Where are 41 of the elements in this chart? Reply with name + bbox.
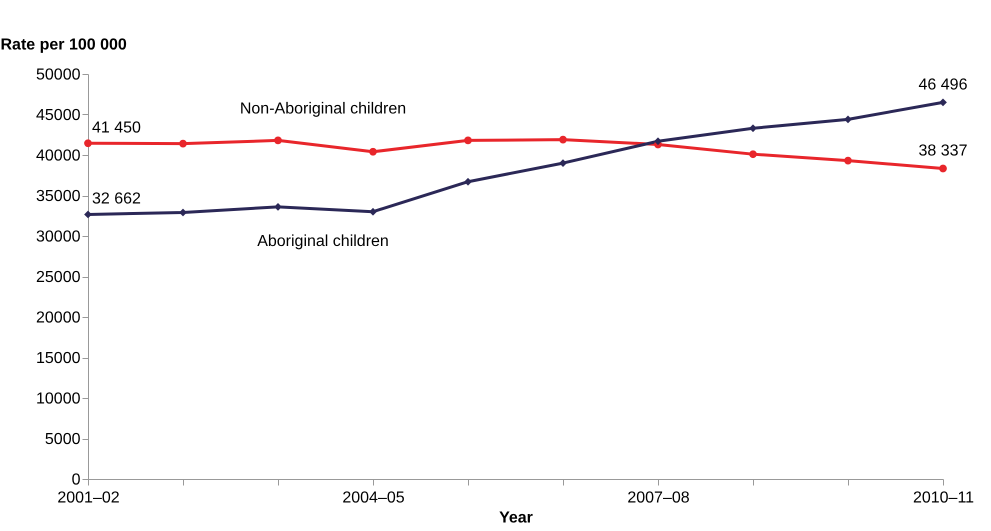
point xyxy=(844,156,852,165)
point xyxy=(559,136,567,144)
x-axis-title: Year xyxy=(499,510,533,526)
y-tick-label: 25000 xyxy=(36,269,81,286)
y-axis-title: Rate per 100 000 xyxy=(0,36,127,54)
y-tick-label: 45000 xyxy=(36,107,81,124)
point xyxy=(844,115,852,124)
series-label: Aboriginal children xyxy=(257,232,389,250)
data-label: 46 496 xyxy=(918,76,968,94)
series-label: Non-Aboriginal children xyxy=(240,100,406,118)
x-tick-label: 2001–02 xyxy=(57,490,120,506)
data-label: 38 337 xyxy=(918,142,968,160)
point xyxy=(464,178,472,186)
y-tick-label: 40000 xyxy=(36,148,81,164)
y-tick-label: 30000 xyxy=(36,228,81,246)
x-tick-label: 2004–05 xyxy=(342,490,405,506)
y-tick-label: 20000 xyxy=(36,310,81,326)
point xyxy=(939,98,947,106)
point xyxy=(369,148,377,156)
point xyxy=(84,139,92,148)
point xyxy=(559,159,567,167)
y-tick-label: 35000 xyxy=(36,188,81,205)
point xyxy=(274,136,282,144)
point xyxy=(749,150,757,158)
point xyxy=(749,124,757,132)
data-label: 41 450 xyxy=(92,119,142,136)
point xyxy=(179,208,187,216)
x-tick-label: 2010–11 xyxy=(912,490,974,506)
x-tick-label: 2007–08 xyxy=(627,490,690,506)
point xyxy=(464,136,472,144)
y-tick-label: 0 xyxy=(72,472,81,488)
y-tick-label: 50000 xyxy=(36,66,81,84)
point xyxy=(939,164,947,172)
point xyxy=(84,210,92,218)
point xyxy=(369,208,377,216)
y-tick-label: 5000 xyxy=(44,431,81,448)
point xyxy=(654,137,662,146)
data-label: 32 662 xyxy=(92,190,142,208)
point xyxy=(179,140,187,148)
y-tick-label: 15000 xyxy=(36,350,81,367)
y-tick-label: 10000 xyxy=(36,390,81,408)
